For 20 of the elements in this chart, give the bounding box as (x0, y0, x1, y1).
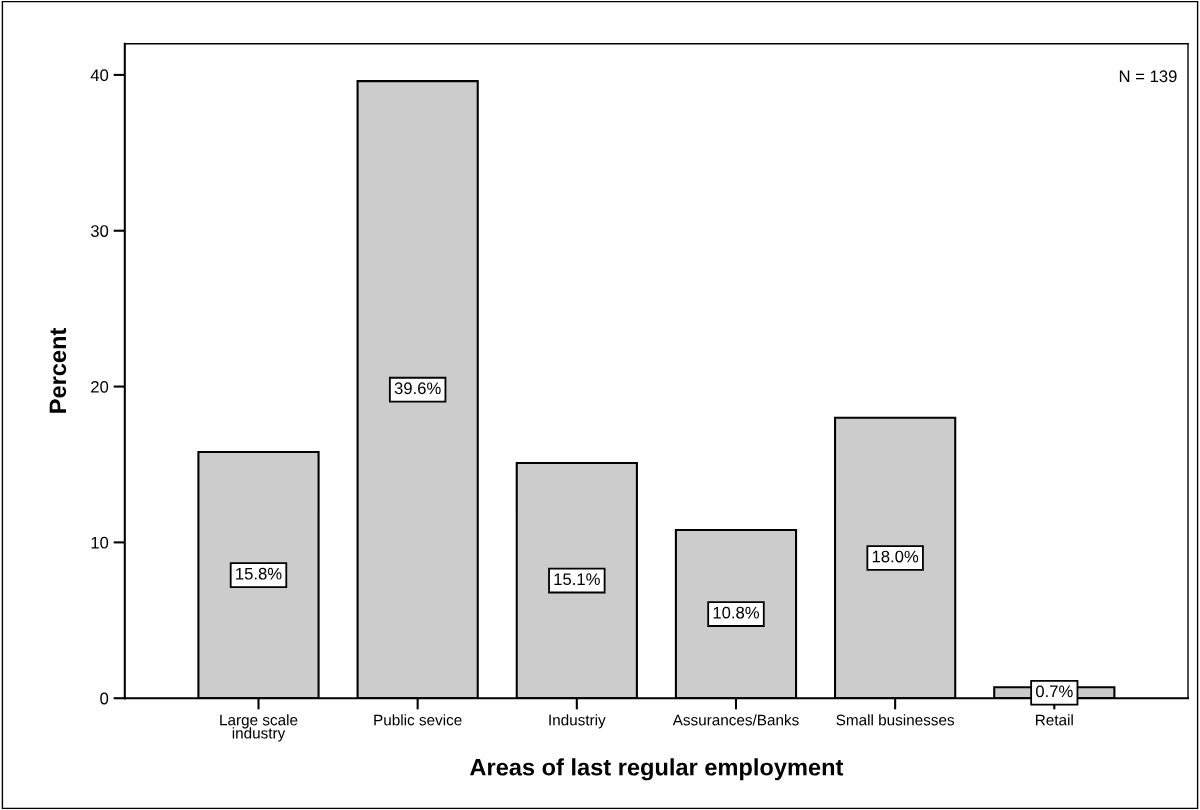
x-tick-label: Small businesses (836, 714, 955, 726)
data-label: 18.0% (872, 550, 919, 563)
y-tick-label: 10 (91, 536, 109, 549)
x-tick-label: Public sevice (374, 714, 462, 726)
data-label: 15.8% (236, 567, 282, 580)
x-tick-label: Large scale industry (220, 714, 298, 742)
x-tick-label: Assurances/Banks (672, 714, 799, 726)
data-label: 15.1% (554, 573, 600, 586)
data-label: 39.6% (394, 382, 441, 395)
y-axis-title: Percent (49, 327, 67, 413)
y-tick-label: 0 (100, 692, 109, 705)
x-tick-label: Industriy (549, 714, 606, 729)
x-axis-title: Areas of last regular employment (470, 758, 844, 781)
data-label: 10.8% (713, 606, 760, 619)
y-tick-label: 20 (91, 380, 109, 393)
x-tick-label: Retail (1036, 714, 1073, 726)
data-label: 0.7% (1035, 685, 1073, 698)
y-tick-label: 40 (90, 69, 109, 82)
annotation: N = 139 (1119, 70, 1177, 83)
y-tick-label: 30 (90, 225, 109, 237)
